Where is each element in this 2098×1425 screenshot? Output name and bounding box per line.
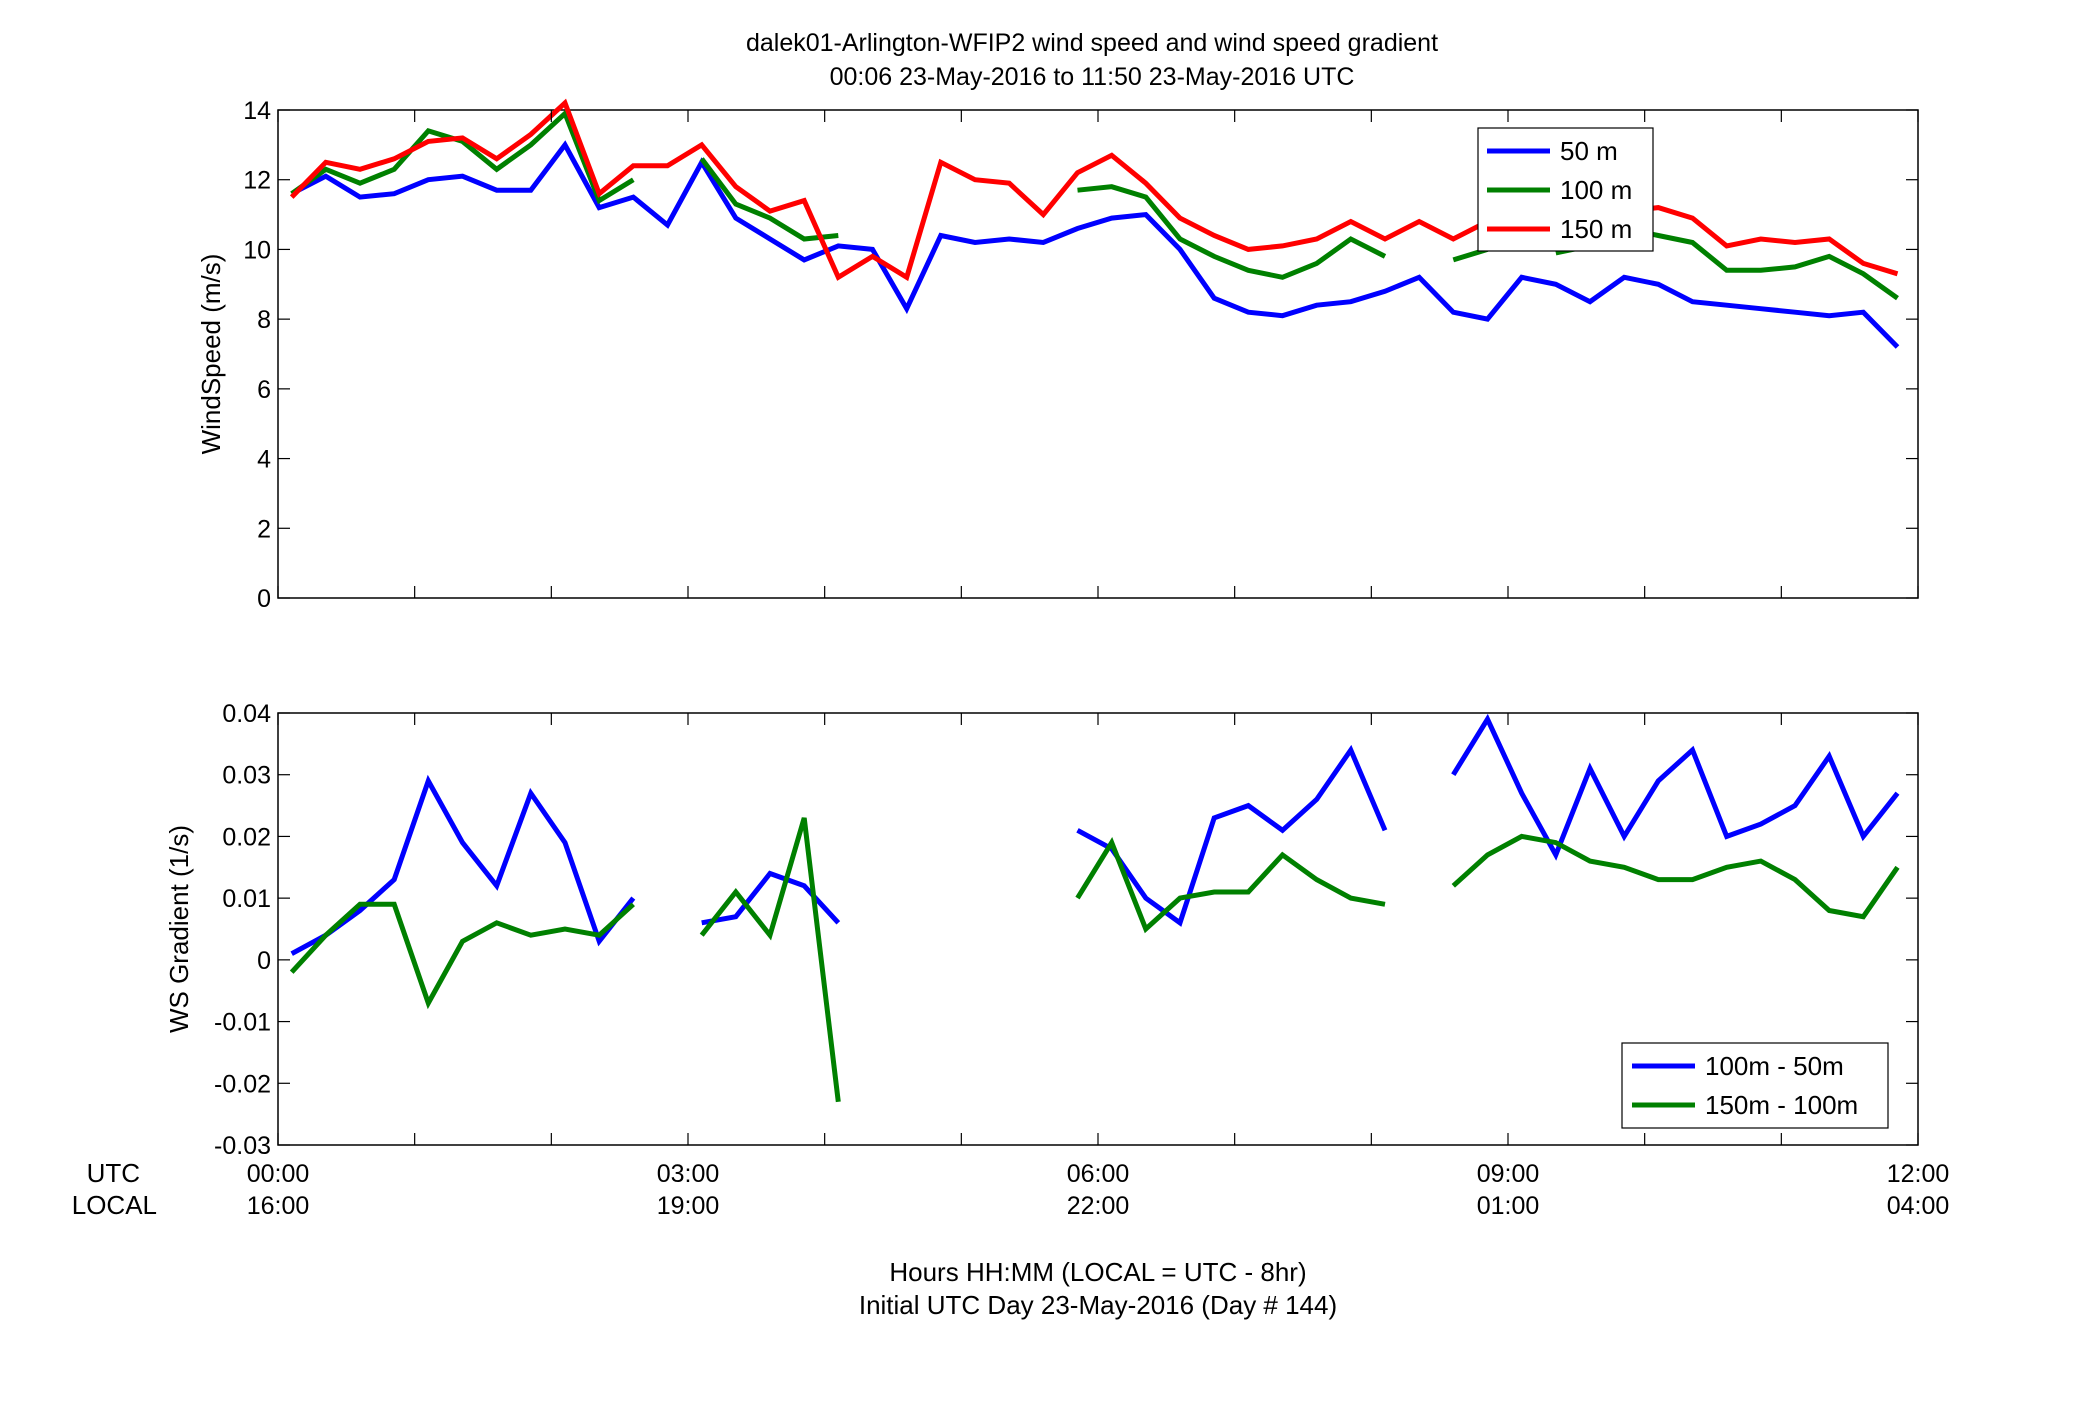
- ws-gradient-y-ticks: -0.03 -0.02 -0.01 0 0.01 0.02 0.03 0.04: [214, 700, 1918, 1160]
- ws-gradient-x-ticks: 00:00 16:00 03:00 19:00 06:00 22:00 09:00 01:00…: [247, 713, 1950, 1220]
- wind-speed-ytick-label: 6: [257, 376, 271, 404]
- series-line-100-m: [290, 109, 1899, 301]
- ws-gradient-ytick-label: 0.04: [222, 700, 271, 728]
- wind-speed-ytick-label: 4: [257, 446, 271, 474]
- xtick-label-utc: 00:00: [247, 1160, 310, 1188]
- ws-gradient-ytick-label: 0.01: [222, 885, 271, 913]
- xtick-label-utc: 12:00: [1887, 1160, 1950, 1188]
- utc-row-label: UTC: [87, 1158, 140, 1188]
- chart-title-line1: dalek01-Arlington-WFIP2 wind speed and w…: [746, 29, 1438, 57]
- xlabel-line2: Initial UTC Day 23-May-2016 (Day # 144): [859, 1290, 1337, 1320]
- xtick-label-utc: 03:00: [657, 1160, 720, 1188]
- ws-gradient-ytick-label: 0: [257, 947, 271, 975]
- xtick-label-utc: 06:00: [1067, 1160, 1130, 1188]
- wind-speed-legend: 50 m 100 m 150 m: [1477, 127, 1654, 252]
- ws-gradient-ytick-label: 0.03: [222, 762, 271, 790]
- chart-title-line2: 00:06 23-May-2016 to 11:50 23-May-2016 U…: [830, 63, 1355, 91]
- wind-speed-ytick-label: 10: [243, 236, 271, 264]
- wind-speed-ytick-label: 0: [257, 585, 271, 613]
- xtick-label-local: 16:00: [247, 1192, 310, 1220]
- ws-gradient-ytick-label: -0.02: [214, 1070, 271, 1098]
- series-line-100m-50m: [290, 713, 1900, 956]
- ws-gradient-series-group: [289, 713, 1900, 1103]
- legend-label-50m: 50 m: [1560, 136, 1618, 166]
- legend-label-100m-50m: 100m - 50m: [1705, 1051, 1844, 1081]
- series-line-150m-100m: [289, 817, 1900, 1103]
- ws-gradient-panel: -0.03 -0.02 -0.01 0 0.01 0.02 0.03 0.04 00:00 16…: [164, 700, 1949, 1220]
- wind-speed-y-ticks: 0 2 4 6 8 10 12 14: [243, 97, 1918, 613]
- ws-gradient-ytick-label: -0.03: [214, 1132, 271, 1160]
- series-line-50-m: [290, 140, 1900, 349]
- xtick-label-local: 19:00: [657, 1192, 720, 1220]
- local-row-label: LOCAL: [72, 1190, 157, 1220]
- wind-speed-ytick-label: 2: [257, 515, 271, 543]
- xtick-label-local: 01:00: [1477, 1192, 1540, 1220]
- wind-speed-ytick-label: 12: [243, 167, 271, 195]
- ws-gradient-ytick-label: -0.01: [214, 1009, 271, 1037]
- ws-gradient-ylabel: WS Gradient (1/s): [164, 825, 194, 1033]
- wind-speed-ylabel: WindSpeed (m/s): [196, 254, 226, 455]
- wind-speed-ytick-label: 14: [243, 97, 271, 125]
- xtick-label-utc: 09:00: [1477, 1160, 1540, 1188]
- wind-speed-panel: 0 2 4 6 8 10 12 14 WindSpeed (m/s) 50 m 100 m 1…: [196, 97, 1919, 613]
- wind-speed-plot-area: [277, 109, 1919, 599]
- legend-label-100m: 100 m: [1560, 175, 1632, 205]
- xtick-label-local: 04:00: [1887, 1192, 1950, 1220]
- wind-speed-ytick-label: 8: [257, 306, 271, 334]
- legend-label-150m: 150 m: [1560, 214, 1632, 244]
- ws-gradient-ytick-label: 0.02: [222, 823, 271, 851]
- xlabel-line1: Hours HH:MM (LOCAL = UTC - 8hr): [889, 1257, 1306, 1287]
- ws-gradient-legend: 100m - 50m 150m - 100m: [1621, 1042, 1889, 1129]
- legend-label-150m-100m: 150m - 100m: [1705, 1090, 1858, 1120]
- xtick-label-local: 22:00: [1067, 1192, 1130, 1220]
- ws-gradient-legend-box: [1621, 1042, 1889, 1129]
- wind-speed-x-ticks: [277, 110, 1919, 598]
